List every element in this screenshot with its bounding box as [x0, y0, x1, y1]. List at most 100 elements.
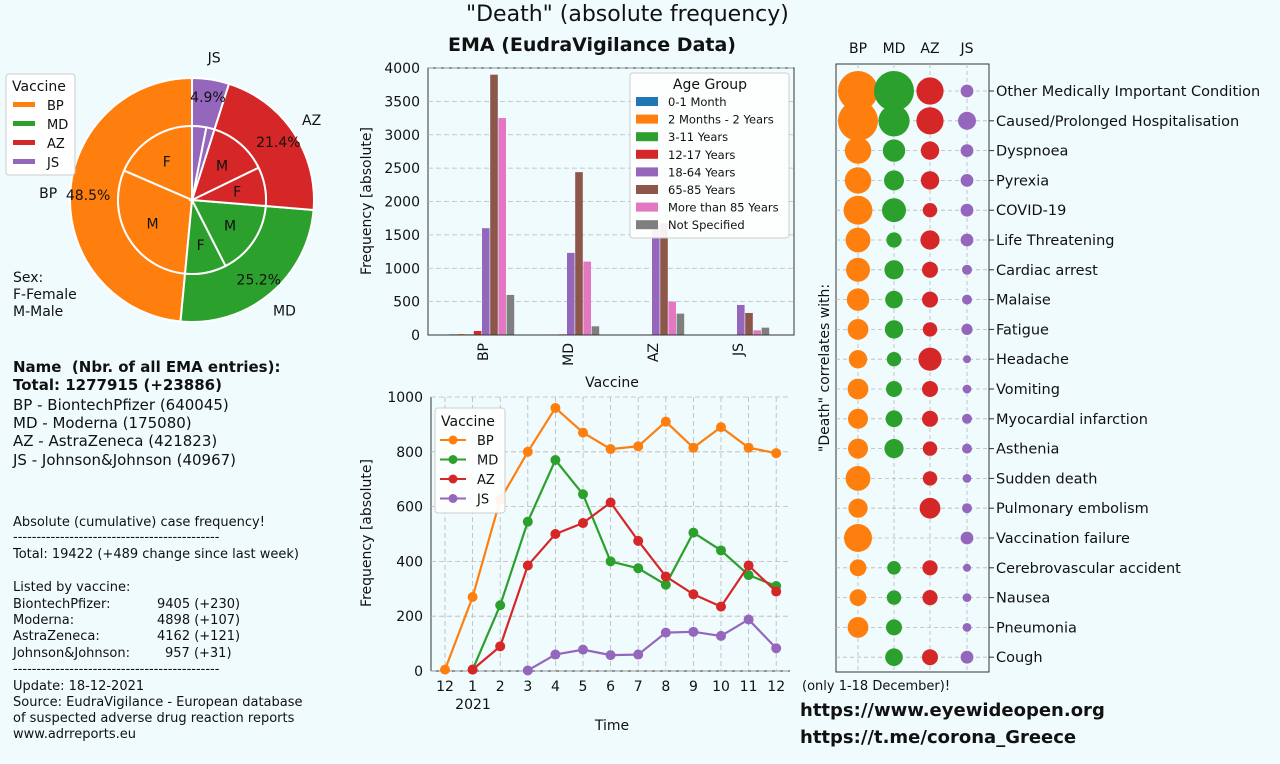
bubble-myocardial-infarction-js — [962, 413, 972, 424]
bar-x-tick-label: BP — [476, 343, 492, 361]
line-point-js — [633, 649, 644, 660]
bubble-cardiac-arrest-md — [884, 260, 904, 280]
line-legend-label: BP — [477, 434, 494, 449]
bar-bp-18-64-years — [482, 228, 490, 335]
line-series-js — [527, 618, 777, 672]
bubble-row-label: Caused/Prolonged Hospitalisation — [996, 114, 1239, 130]
bar-legend-label: 2 Months - 2 Years — [668, 113, 774, 127]
line-point-js — [771, 643, 782, 654]
link-eyewideopen[interactable]: https://www.eyewideopen.org — [800, 700, 1105, 721]
bar-y-tick-label: 2500 — [384, 161, 420, 177]
line-year-label: 2021 — [455, 697, 491, 713]
pie-legend-label: BP — [47, 99, 64, 114]
pie-inner-label: F — [233, 185, 241, 201]
info-listed-value-bp: 9405 (+230) — [157, 597, 241, 612]
bar-legend-label: 3-11 Years — [668, 130, 728, 144]
info-total-change: Total: 19422 (+489 change since last wee… — [13, 547, 299, 562]
bar-legend-swatch-2-months-2-years — [636, 114, 658, 124]
line-point-az — [550, 529, 561, 539]
bubble-headache-js — [963, 355, 971, 364]
line-point-bp — [771, 448, 782, 459]
bar-x-axis-label: Vaccine — [585, 375, 639, 391]
bubble-asthenia-az — [922, 441, 938, 456]
line-series-az — [471, 500, 777, 671]
bar-bp-65-85-years — [490, 74, 498, 336]
line-point-js — [605, 650, 616, 661]
bar-legend-box — [629, 72, 790, 239]
bubble-row-label: Cerebrovascular accident — [996, 561, 1181, 577]
pie-inner-label: M — [146, 216, 158, 232]
bubble-covid-19-js — [960, 203, 974, 217]
bubble-headache-az — [918, 347, 942, 371]
bubble-cardiac-arrest-az — [922, 261, 938, 278]
bubble-pyrexia-az — [920, 171, 940, 190]
line-point-az — [605, 497, 616, 508]
line-point-az — [688, 589, 699, 600]
bubble-row-label: Cardiac arrest — [996, 263, 1098, 279]
line-point-az — [660, 571, 671, 582]
bar-y-axis-label: Frequency [absolute] — [359, 127, 375, 275]
bar-md-18-64-years — [567, 252, 575, 335]
line-point-md — [578, 489, 588, 500]
bubble-cough-az — [922, 649, 938, 666]
line-x-tick-label: 7 — [634, 679, 643, 695]
pie-percent-label: 4.9% — [190, 90, 226, 106]
pie-inner-wedge-az-m — [190, 128, 260, 202]
bubble-asthenia-bp — [848, 438, 868, 459]
info-listed-value-md: 4898 (+107) — [157, 613, 241, 628]
bubble-pyrexia-bp — [844, 167, 872, 194]
pie-legend-swatch-bp — [13, 102, 35, 107]
line-point-js — [550, 649, 561, 660]
december-note: (only 1-18 December)! — [802, 679, 951, 694]
line-legend-marker-md — [448, 455, 458, 464]
line-point-bp — [688, 442, 699, 453]
bubble-pneumonia-bp — [847, 617, 869, 638]
link-telegram[interactable]: https://t.me/corona_Greece — [800, 727, 1077, 748]
line-point-bp — [578, 427, 588, 438]
bubble-myocardial-infarction-az — [922, 410, 938, 427]
bubble-cerebrovascular-accident-bp — [849, 559, 867, 577]
bar-az-not-specified — [676, 313, 685, 335]
bubble-sudden-death-bp — [845, 466, 871, 491]
bubble-vaccination-failure-js — [960, 531, 974, 545]
pie-slice-label: AZ — [302, 113, 321, 129]
bubble-asthenia-js — [962, 443, 972, 454]
line-point-az — [633, 535, 644, 546]
bubble-row-label: Vaccination failure — [996, 531, 1130, 547]
bubble-covid-19-bp — [843, 195, 873, 225]
bubble-column-label: BP — [849, 41, 867, 57]
info-listed-name-js: Johnson&Johnson: — [13, 646, 130, 661]
line-point-js — [716, 630, 726, 641]
line-point-md — [688, 527, 699, 538]
bar-md-65-85-years — [575, 172, 583, 335]
info-source: Source: EudraVigilance - European databa… — [13, 695, 303, 710]
bubble-plot-frame — [835, 63, 990, 673]
line-point-md — [743, 570, 754, 581]
bubble-fatigue-bp — [847, 319, 869, 340]
bubble-row-label: COVID-19 — [996, 203, 1066, 219]
bubble-row-label: Vomiting — [996, 382, 1060, 398]
bubble-covid-19-md — [882, 198, 906, 223]
bubble-row-label: Dyspnoea — [996, 144, 1068, 160]
info-name-header: Name (Nbr. of all EMA entries): — [13, 358, 281, 376]
bubble-row-label: Sudden death — [996, 471, 1097, 487]
bar-legend-label: 18-64 Years — [668, 165, 735, 179]
info-listed-name-az: AstraZeneca: — [13, 629, 100, 644]
bar-az-65-85-years — [660, 223, 668, 335]
bubble-pulmonary-embolism-bp — [848, 498, 868, 518]
bubble-other-medically-important-condition-bp — [838, 71, 878, 111]
line-point-js — [578, 644, 588, 655]
bubble-row-label: Life Threatening — [996, 233, 1114, 249]
bubble-sudden-death-js — [962, 474, 972, 483]
line-point-js — [522, 665, 533, 676]
pie-slice-label: JS — [207, 51, 221, 67]
bubble-cardiac-arrest-js — [962, 264, 972, 275]
line-point-az — [467, 664, 478, 675]
bubble-vaccination-failure-bp — [844, 524, 872, 552]
bubble-cardiac-arrest-bp — [846, 257, 870, 282]
line-legend-label: MD — [477, 454, 498, 469]
bar-legend-swatch-more-than-85-years — [636, 202, 658, 212]
line-point-bp — [550, 402, 561, 413]
bubble-vomiting-bp — [847, 378, 869, 400]
line-legend-marker-js — [448, 494, 458, 503]
